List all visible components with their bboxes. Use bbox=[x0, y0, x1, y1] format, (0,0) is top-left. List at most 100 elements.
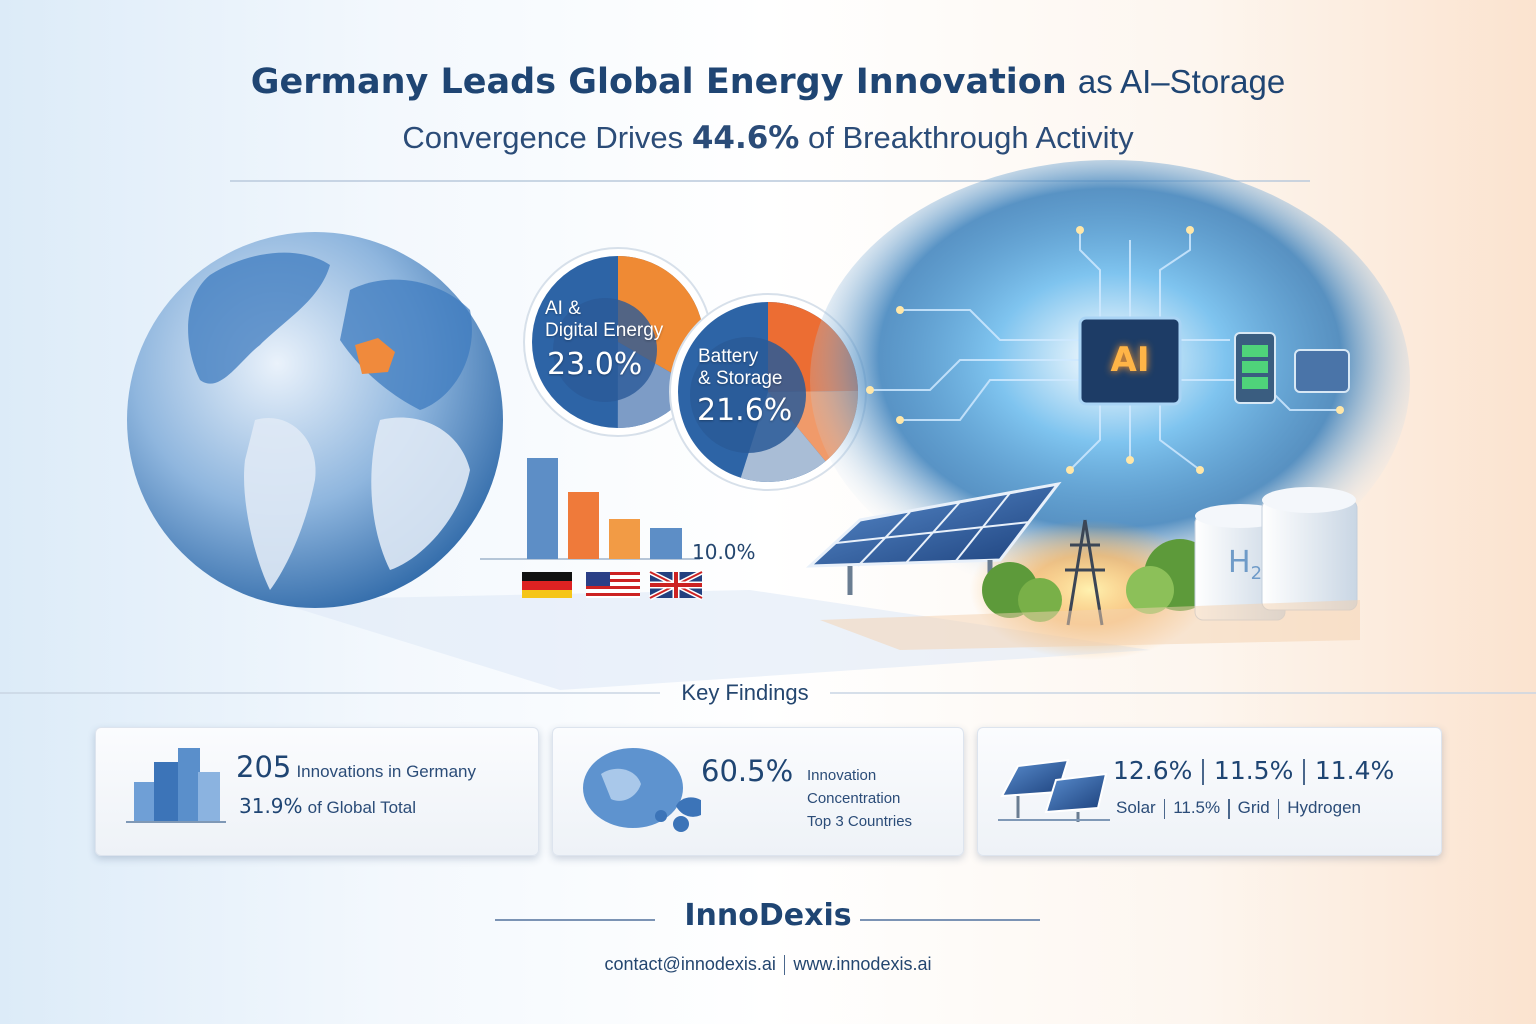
separator bbox=[783, 955, 786, 976]
decor-rect bbox=[1242, 377, 1268, 389]
donut-ai bbox=[523, 247, 713, 437]
donut-value: 21.6% bbox=[697, 393, 793, 428]
title-bold: Germany Leads Global Energy Innovation bbox=[250, 62, 1067, 102]
subtitle-highlight: 44.6% bbox=[691, 120, 800, 156]
decor-path bbox=[188, 252, 330, 384]
section-title: Key Findings bbox=[681, 680, 809, 705]
card-labels: Solar 11.5% Grid Hydrogen bbox=[1116, 798, 1361, 819]
label-line: Digital Energy bbox=[545, 320, 664, 341]
card-line: Innovation bbox=[807, 767, 877, 784]
decor-path bbox=[650, 572, 702, 598]
decor-circle bbox=[1186, 226, 1194, 234]
separator bbox=[1163, 798, 1166, 819]
bar-label: 10.0% bbox=[692, 540, 756, 564]
card-number: 205 bbox=[236, 750, 292, 784]
decor-rect bbox=[586, 593, 640, 596]
separator bbox=[1277, 798, 1280, 819]
card-lines: Innovation Concentration Top 3 Countries bbox=[807, 764, 912, 833]
brand: InnoDexis bbox=[684, 898, 852, 933]
decor-rect bbox=[568, 492, 599, 559]
card-label: Hydrogen bbox=[1287, 798, 1361, 817]
title: Germany Leads Global Energy Innovation a… bbox=[0, 62, 1536, 102]
decor-circle bbox=[866, 386, 874, 394]
decor-path bbox=[1159, 400, 1201, 471]
decor-rect bbox=[586, 579, 640, 582]
decor-circle bbox=[1066, 466, 1074, 474]
decor-rect bbox=[1261, 499, 1358, 611]
solar-panels bbox=[806, 481, 1062, 568]
decor-rect bbox=[178, 748, 200, 822]
card-value: 12.6% bbox=[1113, 756, 1193, 785]
decor-circle bbox=[896, 416, 904, 424]
decor-path bbox=[900, 379, 1085, 421]
decor-rect bbox=[134, 782, 156, 822]
decor-path bbox=[900, 309, 1085, 341]
donut-label: AI & Digital Energy bbox=[545, 298, 663, 342]
decor-rect bbox=[527, 458, 558, 559]
solar-icon bbox=[998, 758, 1110, 822]
decor-path bbox=[340, 279, 472, 410]
card-value: 11.4% bbox=[1314, 756, 1395, 785]
buildings-icon bbox=[126, 748, 226, 823]
decor-rect bbox=[522, 590, 572, 598]
decor-circle bbox=[690, 337, 806, 453]
decor-circle bbox=[896, 306, 904, 314]
decor-rect bbox=[154, 762, 180, 822]
decor-circle bbox=[673, 816, 689, 832]
decor-circle bbox=[655, 810, 667, 822]
card-line: Concentration bbox=[807, 790, 901, 807]
decor-rect bbox=[1242, 361, 1268, 373]
card-line: Top 3 Countries bbox=[807, 813, 913, 830]
decor-rect bbox=[1242, 345, 1268, 357]
subtitle-before: Convergence Drives bbox=[402, 120, 684, 155]
card-label: Grid bbox=[1237, 798, 1270, 817]
decor-path bbox=[676, 797, 701, 817]
germany-highlight bbox=[355, 338, 395, 374]
card-text: of Global Total bbox=[307, 798, 417, 817]
tank-label: H2 bbox=[1228, 545, 1262, 584]
tech-illustration bbox=[806, 160, 1410, 660]
flag-usa bbox=[586, 572, 640, 598]
decor-rect bbox=[586, 572, 610, 586]
decor-polygon bbox=[820, 600, 1360, 650]
decor-path bbox=[244, 418, 316, 590]
separator bbox=[1228, 798, 1230, 819]
label-line: AI & bbox=[545, 298, 581, 319]
decor-path bbox=[601, 768, 641, 801]
card-label: 11.5% bbox=[1173, 798, 1221, 817]
decor-circle bbox=[553, 298, 657, 402]
subtitle: Convergence Drives 44.6% of Breakthrough… bbox=[0, 120, 1536, 156]
card-number: 60.5% bbox=[701, 754, 794, 788]
decor-polygon bbox=[1044, 772, 1108, 814]
card-value: 11.5% bbox=[1213, 756, 1294, 785]
card-text: Innovations in Germany bbox=[296, 762, 476, 781]
decor-g bbox=[866, 226, 1344, 474]
finding-card: 12.6% 11.5% 11.4% Solar 11.5% Grid Hydrogen bbox=[977, 727, 1442, 856]
decor-rect bbox=[586, 572, 640, 575]
decor-path bbox=[835, 492, 1031, 567]
decor-circle bbox=[1018, 578, 1062, 622]
decor-path bbox=[1079, 230, 1101, 320]
decor-rect bbox=[650, 528, 682, 559]
decor-circle bbox=[1076, 226, 1084, 234]
card-label: Solar bbox=[1116, 798, 1156, 817]
card-share: 31.9% bbox=[239, 794, 303, 818]
decor-path bbox=[870, 359, 1085, 391]
decor-g bbox=[870, 230, 1340, 471]
decor-path bbox=[1069, 400, 1101, 471]
finding-card: 60.5% Innovation Concentration Top 3 Count… bbox=[552, 727, 964, 856]
website: www.innodexis.ai bbox=[793, 954, 932, 974]
decor-circle bbox=[1126, 566, 1174, 614]
contact: contact@innodexis.ai www.innodexis.ai bbox=[0, 954, 1536, 976]
flag-uk bbox=[648, 569, 704, 601]
finding-card: 205 Innovations in Germany 31.9% of Glob… bbox=[95, 727, 539, 856]
card-values: 12.6% 11.5% 11.4% bbox=[1113, 756, 1394, 785]
decor-rect bbox=[609, 519, 640, 559]
decor-circle bbox=[1336, 406, 1344, 414]
donut-value: 23.0% bbox=[547, 347, 643, 382]
label-line: Battery bbox=[698, 346, 759, 367]
tank-label-sub: 2 bbox=[1250, 563, 1263, 584]
decor-rect bbox=[198, 772, 220, 822]
